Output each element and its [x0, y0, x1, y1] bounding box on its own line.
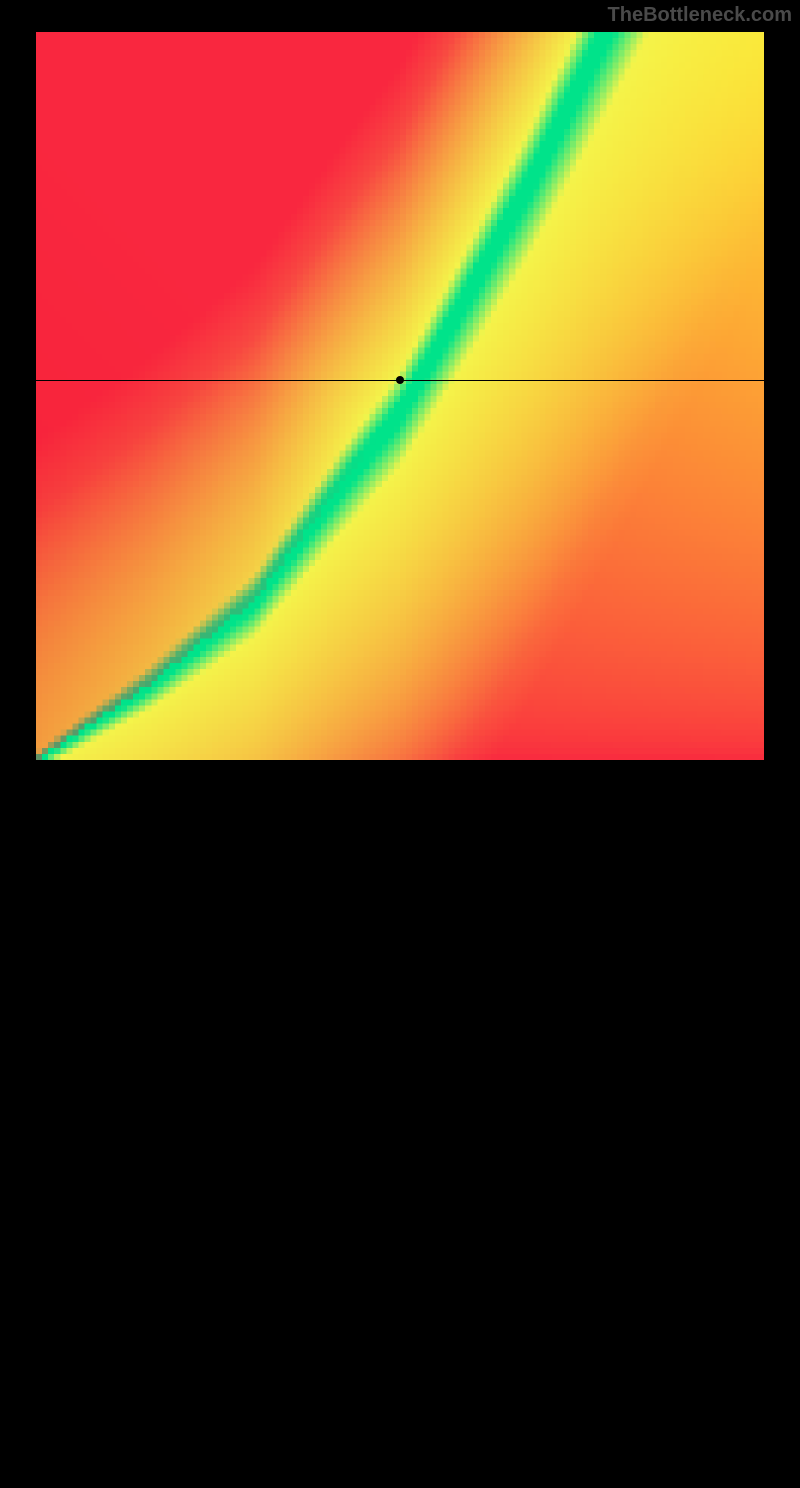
bottleneck-heatmap: [36, 32, 764, 760]
plot-area: [36, 32, 764, 760]
crosshair-vertical: [400, 760, 401, 1488]
watermark-text: TheBottleneck.com: [608, 4, 792, 27]
selection-marker: [396, 376, 404, 384]
